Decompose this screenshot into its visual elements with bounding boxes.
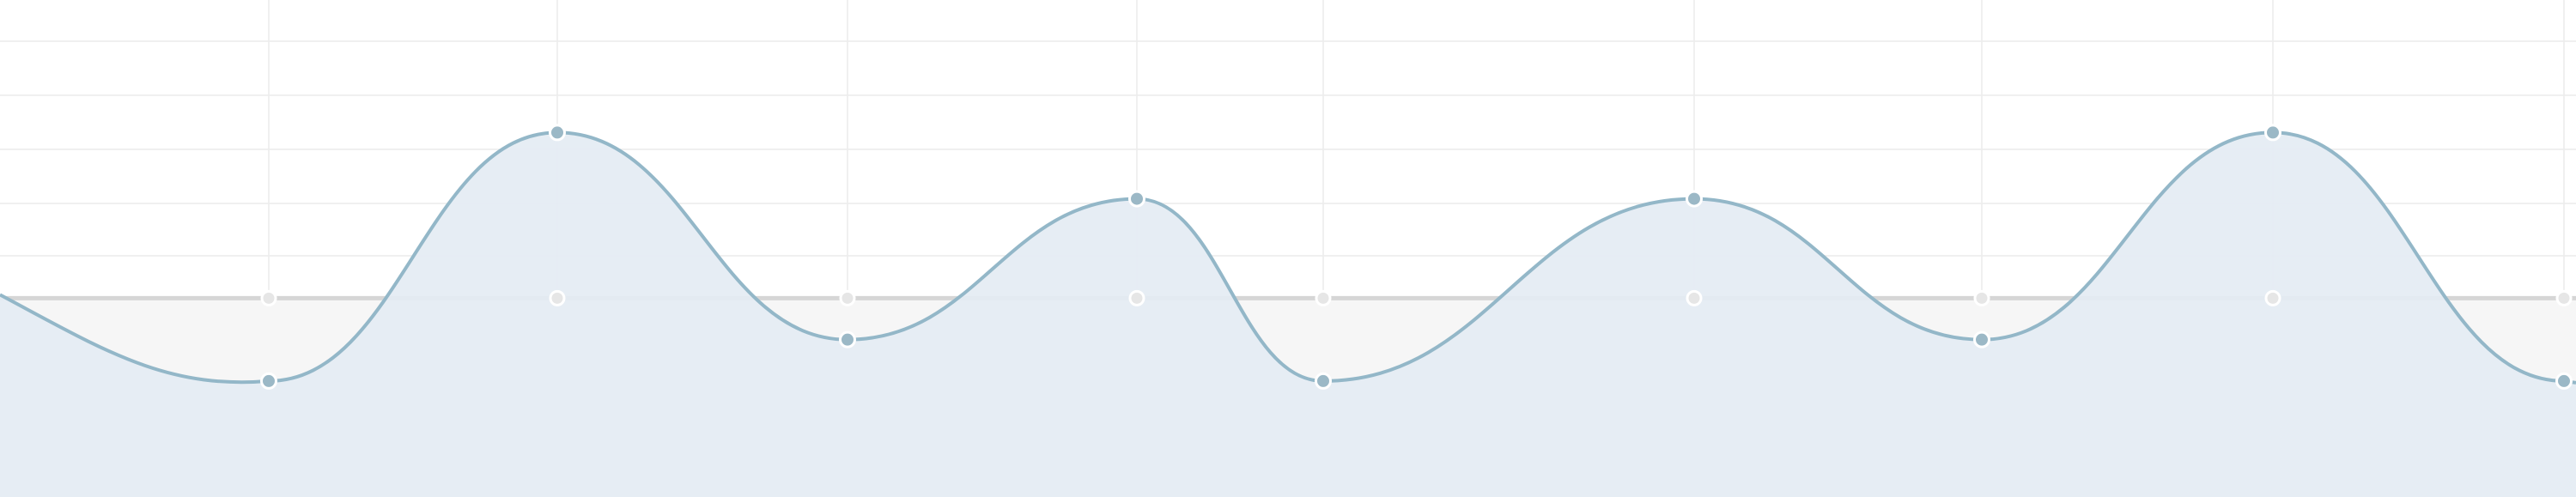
baseline-point[interactable]: [549, 289, 566, 306]
baseline-point[interactable]: [1315, 289, 1332, 306]
baseline-point[interactable]: [1128, 289, 1145, 306]
data-point[interactable]: [549, 124, 566, 142]
baseline-point[interactable]: [839, 289, 856, 306]
baseline-point[interactable]: [1973, 289, 1990, 306]
data-point[interactable]: [260, 372, 277, 390]
baseline-point[interactable]: [1686, 289, 1703, 306]
series-area-fill: [0, 132, 2576, 497]
data-point[interactable]: [1128, 190, 1145, 208]
data-point[interactable]: [2264, 124, 2281, 142]
baseline-point[interactable]: [2555, 289, 2573, 306]
main-series: [0, 130, 2576, 497]
data-point[interactable]: [1973, 330, 1990, 349]
data-point[interactable]: [1315, 372, 1332, 390]
data-point[interactable]: [2555, 372, 2573, 390]
data-points: [260, 124, 2573, 390]
baseline-point[interactable]: [2264, 289, 2281, 306]
data-point[interactable]: [1686, 190, 1703, 208]
baseline-point[interactable]: [260, 289, 277, 306]
series-line: [0, 130, 2576, 385]
data-point[interactable]: [839, 330, 856, 349]
